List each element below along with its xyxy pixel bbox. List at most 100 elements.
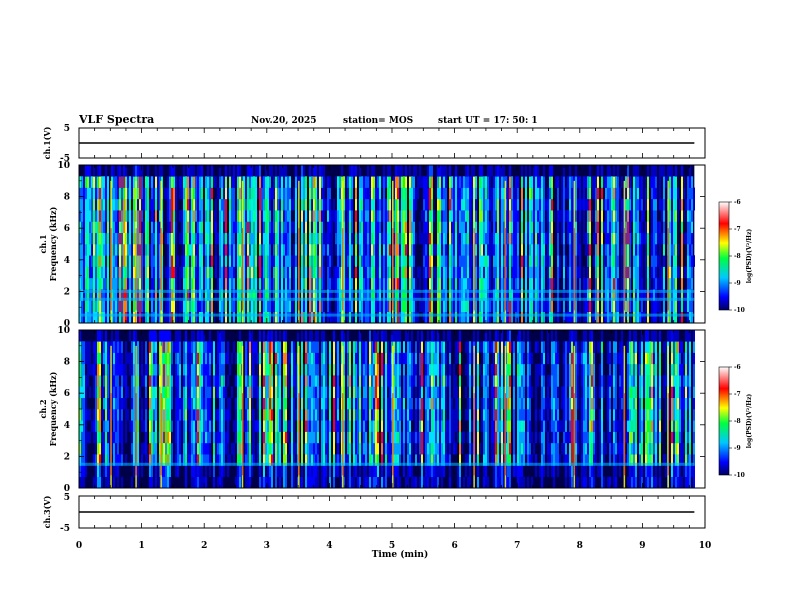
spectrogram-cell xyxy=(281,465,283,478)
spectrogram-cell xyxy=(397,198,399,211)
spectrogram-cell xyxy=(303,210,305,222)
spectrogram-cell xyxy=(499,311,501,324)
spectrogram-cell xyxy=(269,442,271,455)
spectrogram-cell xyxy=(487,210,489,222)
spectrogram-cell xyxy=(255,255,257,267)
spectrogram-cell xyxy=(279,454,281,466)
spectrogram-cell xyxy=(249,409,251,421)
spectrogram-cell xyxy=(239,311,241,324)
spectrogram-cell xyxy=(295,232,297,245)
spectrogram-cell xyxy=(105,289,107,301)
spectrogram-cell xyxy=(161,176,163,188)
spectrogram-cell xyxy=(467,277,469,290)
spectrogram-cell xyxy=(381,266,383,279)
spectrogram-cell xyxy=(563,244,565,256)
spectrogram-cell xyxy=(383,187,385,200)
spectrogram-cell xyxy=(429,187,431,200)
spectrogram-cell xyxy=(193,210,195,222)
spectrogram-cell xyxy=(543,266,545,279)
spectrogram-cell xyxy=(117,386,119,399)
spectrogram-cell xyxy=(101,289,103,301)
spectrogram-cell xyxy=(187,266,189,279)
spectrogram-cell xyxy=(205,454,207,466)
spectrogram-cell xyxy=(301,341,303,353)
spectrogram-cell xyxy=(543,244,545,256)
spectrogram-cell xyxy=(93,386,95,399)
spectrogram-cell xyxy=(285,165,287,177)
spectrogram-cell xyxy=(379,289,381,301)
spectrogram-cell xyxy=(469,255,471,267)
spectrogram-cell xyxy=(189,442,191,455)
spectrogram-cell xyxy=(693,198,695,211)
spectrogram-cell xyxy=(447,255,449,267)
spectrogram-cell xyxy=(163,375,165,387)
spectrogram-cell xyxy=(223,363,225,376)
spectrogram-cell xyxy=(103,210,105,222)
spectrogram-cell xyxy=(233,198,235,211)
spectrogram-cell xyxy=(511,255,513,267)
spectrogram-cell xyxy=(109,352,111,365)
spectrogram-cell xyxy=(689,289,691,301)
spectrogram-cell xyxy=(123,187,125,200)
spectrogram-cell xyxy=(393,232,395,245)
spectrogram-cell xyxy=(607,255,609,267)
spectrogram-cell xyxy=(159,187,161,200)
spectrogram-cell xyxy=(311,431,313,444)
spectrogram-cell xyxy=(251,187,253,200)
spectrogram-cell xyxy=(167,442,169,455)
spectrogram-cell xyxy=(503,244,505,256)
spectrogram-cell xyxy=(635,277,637,290)
spectrogram-cell xyxy=(601,255,603,267)
spectrogram-cell xyxy=(605,210,607,222)
spectrogram-cell xyxy=(515,187,517,200)
spectrogram-cell xyxy=(151,454,153,466)
spectrogram-cell xyxy=(611,232,613,245)
spectrogram-cell xyxy=(409,311,411,324)
spectrogram-cell xyxy=(161,289,163,301)
spectrogram-cell xyxy=(351,277,353,290)
spectrogram-cell xyxy=(489,165,491,177)
spectrogram-cell xyxy=(285,232,287,245)
spectrogram-cell xyxy=(275,420,277,432)
spectrogram-cell xyxy=(439,277,441,290)
spectrogram-cell xyxy=(613,266,615,279)
spectrogram-cell xyxy=(539,289,541,301)
spectrogram-cell xyxy=(429,289,431,301)
spectrogram-cell xyxy=(211,311,213,324)
spectrogram-cell xyxy=(91,300,93,313)
spectrogram-cell xyxy=(467,255,469,267)
spectrogram-cell xyxy=(299,232,301,245)
spectrogram-cell xyxy=(549,266,551,279)
spectrogram-cell xyxy=(437,277,439,290)
spectrogram-cell xyxy=(301,232,303,245)
spectrogram-cell xyxy=(333,210,335,222)
spectrogram-cell xyxy=(675,289,677,301)
spectrogram-cell xyxy=(79,187,81,200)
spectrogram-cell xyxy=(399,300,401,313)
spectrogram-cell xyxy=(307,397,309,410)
spectrogram-cell xyxy=(167,409,169,421)
spectrogram-cell xyxy=(455,176,457,188)
spectrogram-cell xyxy=(501,311,503,324)
spectrogram-cell xyxy=(115,210,117,222)
spectrogram-cell xyxy=(569,300,571,313)
spectrogram-cell xyxy=(117,476,119,489)
spectrogram-cell xyxy=(119,289,121,301)
spectrogram-cell xyxy=(383,165,385,177)
spectrogram-cell xyxy=(687,266,689,279)
spectrogram-cell xyxy=(207,277,209,290)
spectrogram-cell xyxy=(675,221,677,234)
spectrogram-cell xyxy=(225,255,227,267)
spectrogram-cell xyxy=(289,198,291,211)
spectrogram-cell xyxy=(169,221,171,234)
spectrogram-cell xyxy=(91,244,93,256)
spectrogram-cell xyxy=(147,176,149,188)
spectrogram-cell xyxy=(401,187,403,200)
spectrogram-cell xyxy=(247,277,249,290)
spectrogram-cell xyxy=(247,454,249,466)
spectrogram-cell xyxy=(327,221,329,234)
spectrogram-cell xyxy=(207,266,209,279)
spectrogram-cell xyxy=(225,176,227,188)
spectrogram-cell xyxy=(117,341,119,353)
spectrogram-cell xyxy=(155,341,157,353)
